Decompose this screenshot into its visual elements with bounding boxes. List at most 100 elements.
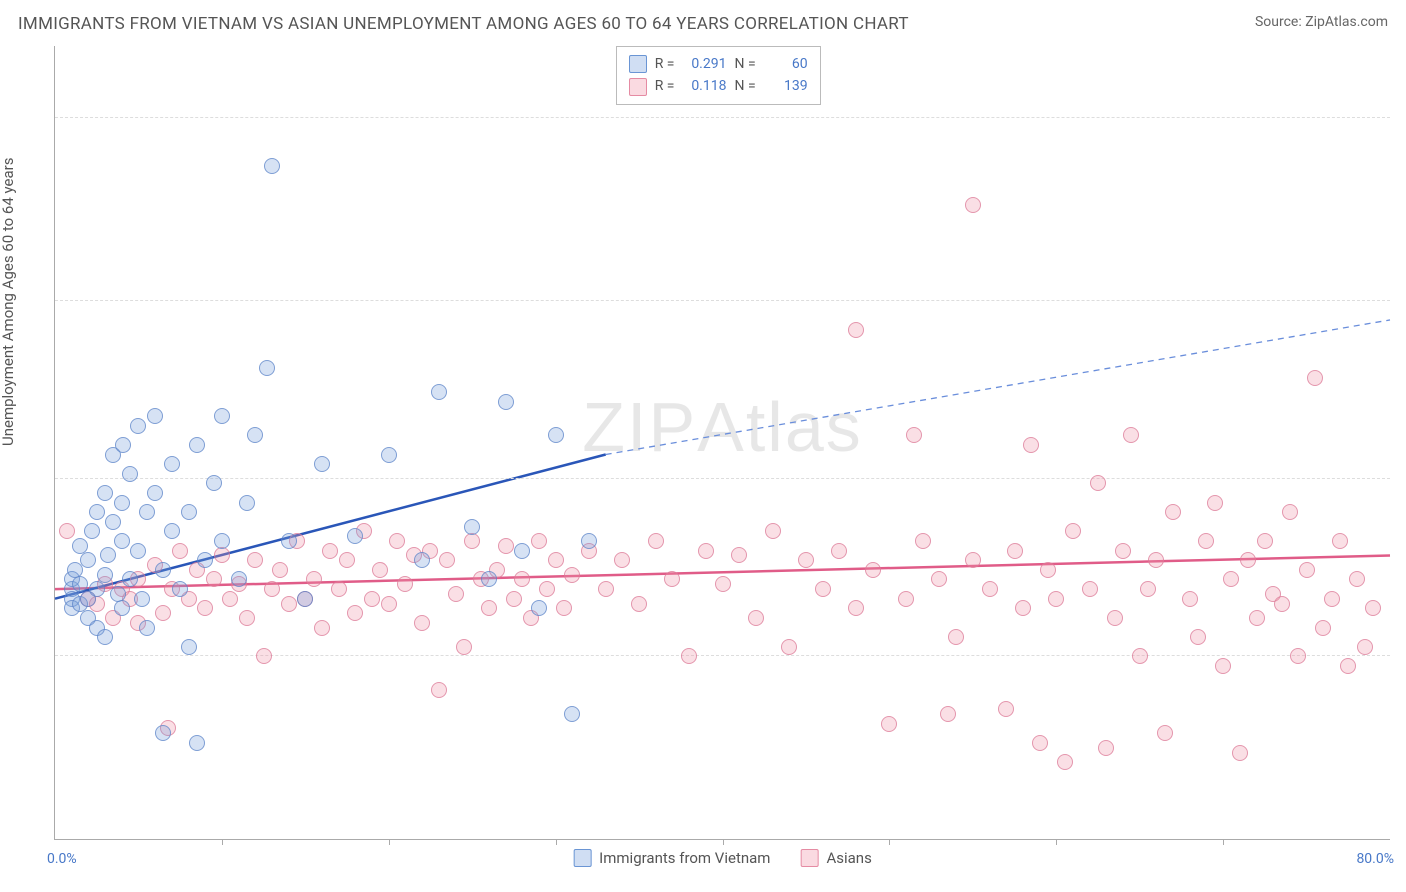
data-point-asians — [931, 571, 947, 587]
data-point-asians — [1048, 591, 1064, 607]
data-point-vietnam — [281, 533, 297, 549]
data-point-vietnam — [431, 384, 447, 400]
data-point-asians — [431, 682, 447, 698]
data-point-asians — [1315, 620, 1331, 636]
data-point-asians — [439, 552, 455, 568]
data-point-asians — [1182, 591, 1198, 607]
data-point-vietnam — [197, 552, 213, 568]
data-point-asians — [1357, 639, 1373, 655]
data-point-asians — [514, 571, 530, 587]
data-point-asians — [865, 562, 881, 578]
x-axis-max-label: 80.0% — [1356, 851, 1394, 867]
data-point-asians — [1165, 504, 1181, 520]
data-point-asians — [1057, 754, 1073, 770]
data-point-asians — [498, 538, 514, 554]
data-point-asians — [1207, 495, 1223, 511]
data-point-asians — [898, 591, 914, 607]
data-point-vietnam — [181, 639, 197, 655]
data-point-vietnam — [147, 485, 163, 501]
data-point-asians — [1365, 600, 1381, 616]
data-point-asians — [1324, 591, 1340, 607]
x-tick — [556, 839, 557, 845]
data-point-asians — [331, 581, 347, 597]
r-label: R = — [655, 75, 675, 97]
r-label: R = — [655, 53, 675, 75]
data-point-asians — [1115, 543, 1131, 559]
data-point-asians — [982, 581, 998, 597]
data-point-vietnam — [206, 475, 222, 491]
chart-title: IMMIGRANTS FROM VIETNAM VS ASIAN UNEMPLO… — [18, 14, 909, 34]
x-tick — [1056, 839, 1057, 845]
data-point-vietnam — [181, 504, 197, 520]
data-point-asians — [448, 586, 464, 602]
data-point-vietnam — [114, 600, 130, 616]
data-point-asians — [222, 591, 238, 607]
data-point-asians — [564, 567, 580, 583]
chart-plot-area: ZIPAtlas R = 0.291 N = 60 R = 0.118 N = … — [54, 46, 1390, 840]
swatch-blue-icon — [573, 849, 591, 867]
data-point-vietnam — [147, 408, 163, 424]
data-point-vietnam — [84, 523, 100, 539]
data-point-asians — [848, 322, 864, 338]
data-point-vietnam — [139, 620, 155, 636]
gridline — [55, 478, 1390, 479]
data-point-vietnam — [564, 706, 580, 722]
data-point-asians — [1098, 740, 1114, 756]
data-point-asians — [731, 547, 747, 563]
data-point-asians — [781, 639, 797, 655]
data-point-asians — [1132, 648, 1148, 664]
data-point-asians — [256, 648, 272, 664]
data-point-asians — [264, 581, 280, 597]
data-point-vietnam — [214, 533, 230, 549]
data-point-vietnam — [264, 158, 280, 174]
data-point-vietnam — [89, 581, 105, 597]
n-label: N = — [734, 53, 755, 75]
data-point-vietnam — [114, 495, 130, 511]
data-point-asians — [614, 552, 630, 568]
legend-item-vietnam: Immigrants from Vietnam — [573, 849, 770, 867]
data-point-asians — [155, 605, 171, 621]
data-point-asians — [965, 552, 981, 568]
swatch-pink-icon — [629, 78, 647, 96]
data-point-asians — [1015, 600, 1031, 616]
data-point-vietnam — [114, 533, 130, 549]
y-tick-label: 3.8% — [1394, 648, 1406, 664]
data-point-asians — [915, 533, 931, 549]
legend-label-asians: Asians — [826, 849, 871, 867]
data-point-vietnam — [122, 466, 138, 482]
data-point-asians — [239, 610, 255, 626]
legend-label-vietnam: Immigrants from Vietnam — [599, 849, 770, 867]
data-point-vietnam — [100, 547, 116, 563]
data-point-asians — [1299, 562, 1315, 578]
data-point-vietnam — [464, 519, 480, 535]
source-attribution: Source: ZipAtlas.com — [1255, 14, 1388, 30]
data-point-vietnam — [414, 552, 430, 568]
data-point-vietnam — [97, 629, 113, 645]
data-point-asians — [1023, 437, 1039, 453]
data-point-asians — [681, 648, 697, 664]
data-point-asians — [364, 591, 380, 607]
x-tick — [222, 839, 223, 845]
data-point-asians — [1232, 745, 1248, 761]
swatch-pink-icon — [800, 849, 818, 867]
data-point-vietnam — [80, 552, 96, 568]
trend-line-dashed — [606, 320, 1390, 455]
data-point-asians — [539, 581, 555, 597]
data-point-asians — [598, 581, 614, 597]
data-point-vietnam — [97, 567, 113, 583]
data-point-asians — [1349, 571, 1365, 587]
data-point-asians — [881, 716, 897, 732]
data-point-asians — [1157, 725, 1173, 741]
y-tick-label: 7.5% — [1394, 471, 1406, 487]
data-point-vietnam — [514, 543, 530, 559]
data-point-vietnam — [548, 427, 564, 443]
data-point-asians — [998, 701, 1014, 717]
data-point-vietnam — [247, 427, 263, 443]
legend-row-blue: R = 0.291 N = 60 — [629, 53, 808, 75]
data-point-asians — [1040, 562, 1056, 578]
data-point-vietnam — [164, 456, 180, 472]
data-point-asians — [1240, 552, 1256, 568]
x-tick — [1223, 839, 1224, 845]
data-point-vietnam — [89, 504, 105, 520]
data-point-asians — [1190, 629, 1206, 645]
